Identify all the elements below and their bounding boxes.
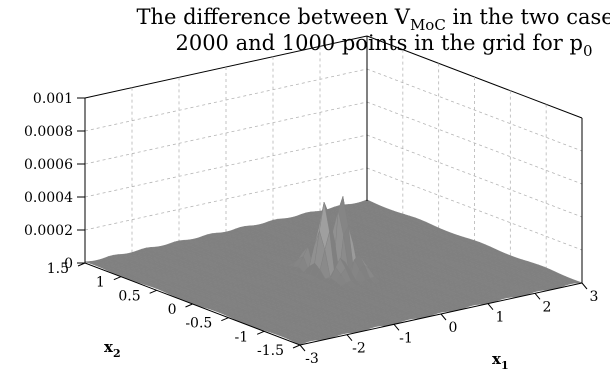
x-tick-label: -3 [305, 351, 319, 367]
x-tick [487, 303, 494, 310]
y-tick [221, 317, 229, 322]
y-tick [256, 330, 265, 335]
x2-axis-label: x2 [104, 338, 121, 360]
y-tick [149, 289, 157, 294]
y-tick-label: 0 [168, 302, 177, 318]
axis-layer [77, 36, 588, 352]
x-tick-label: -2 [352, 341, 366, 357]
x-tick [393, 324, 400, 331]
x1-axis-label: x1 [492, 350, 509, 372]
y-tick-label: 0.5 [118, 288, 140, 304]
x1-axis-label-subscript: 1 [501, 359, 509, 372]
x-tick-label: 0 [449, 320, 458, 336]
chart-title-line1: The difference between VMoC in the two c… [136, 5, 610, 34]
surface-patch [294, 340, 306, 345]
z-tick-label: 0.0004 [24, 190, 73, 206]
y-tick [113, 276, 122, 281]
label-layer: 0 0.0002 0.0004 0.0006 0.0008 0.001 1.5 1 0.5 0 -0… [24, 5, 610, 372]
x-tick [299, 344, 306, 352]
surface-layer [84, 196, 583, 345]
grid-line-z-back-left [84, 35, 368, 99]
y-tick [292, 344, 301, 349]
x-tick [346, 334, 353, 341]
y-tick-label: 1 [96, 275, 105, 291]
y-tick [77, 262, 86, 267]
z-tick-label: 0.001 [33, 91, 73, 107]
x-tick-label: 1 [496, 310, 505, 326]
z-tick-label: 0 [64, 256, 73, 272]
z-tick-label: 0.0002 [24, 223, 73, 239]
y-tick-label: -0.5 [185, 316, 212, 332]
grid-line-z-back-right [366, 35, 583, 119]
x2-axis-label-subscript: 2 [113, 347, 121, 360]
grid-layer [84, 35, 583, 284]
chart-title-line2: 2000 and 1000 points in the grid for p0 [175, 31, 592, 60]
x-tick [534, 293, 541, 300]
y-tick-label: -1.5 [257, 343, 284, 359]
z-tick-label: 0.0006 [24, 157, 73, 173]
y-tick [185, 303, 193, 308]
x-tick [581, 282, 588, 290]
y-tick-label: 1.5 [47, 261, 69, 277]
x-tick-label: 2 [543, 299, 552, 315]
x-tick [440, 313, 447, 321]
x-tick-label: -1 [399, 330, 413, 346]
y-tick-label: -1 [235, 329, 249, 345]
x-tick-label: 3 [590, 289, 599, 305]
z-tick-label: 0.0008 [24, 124, 73, 140]
